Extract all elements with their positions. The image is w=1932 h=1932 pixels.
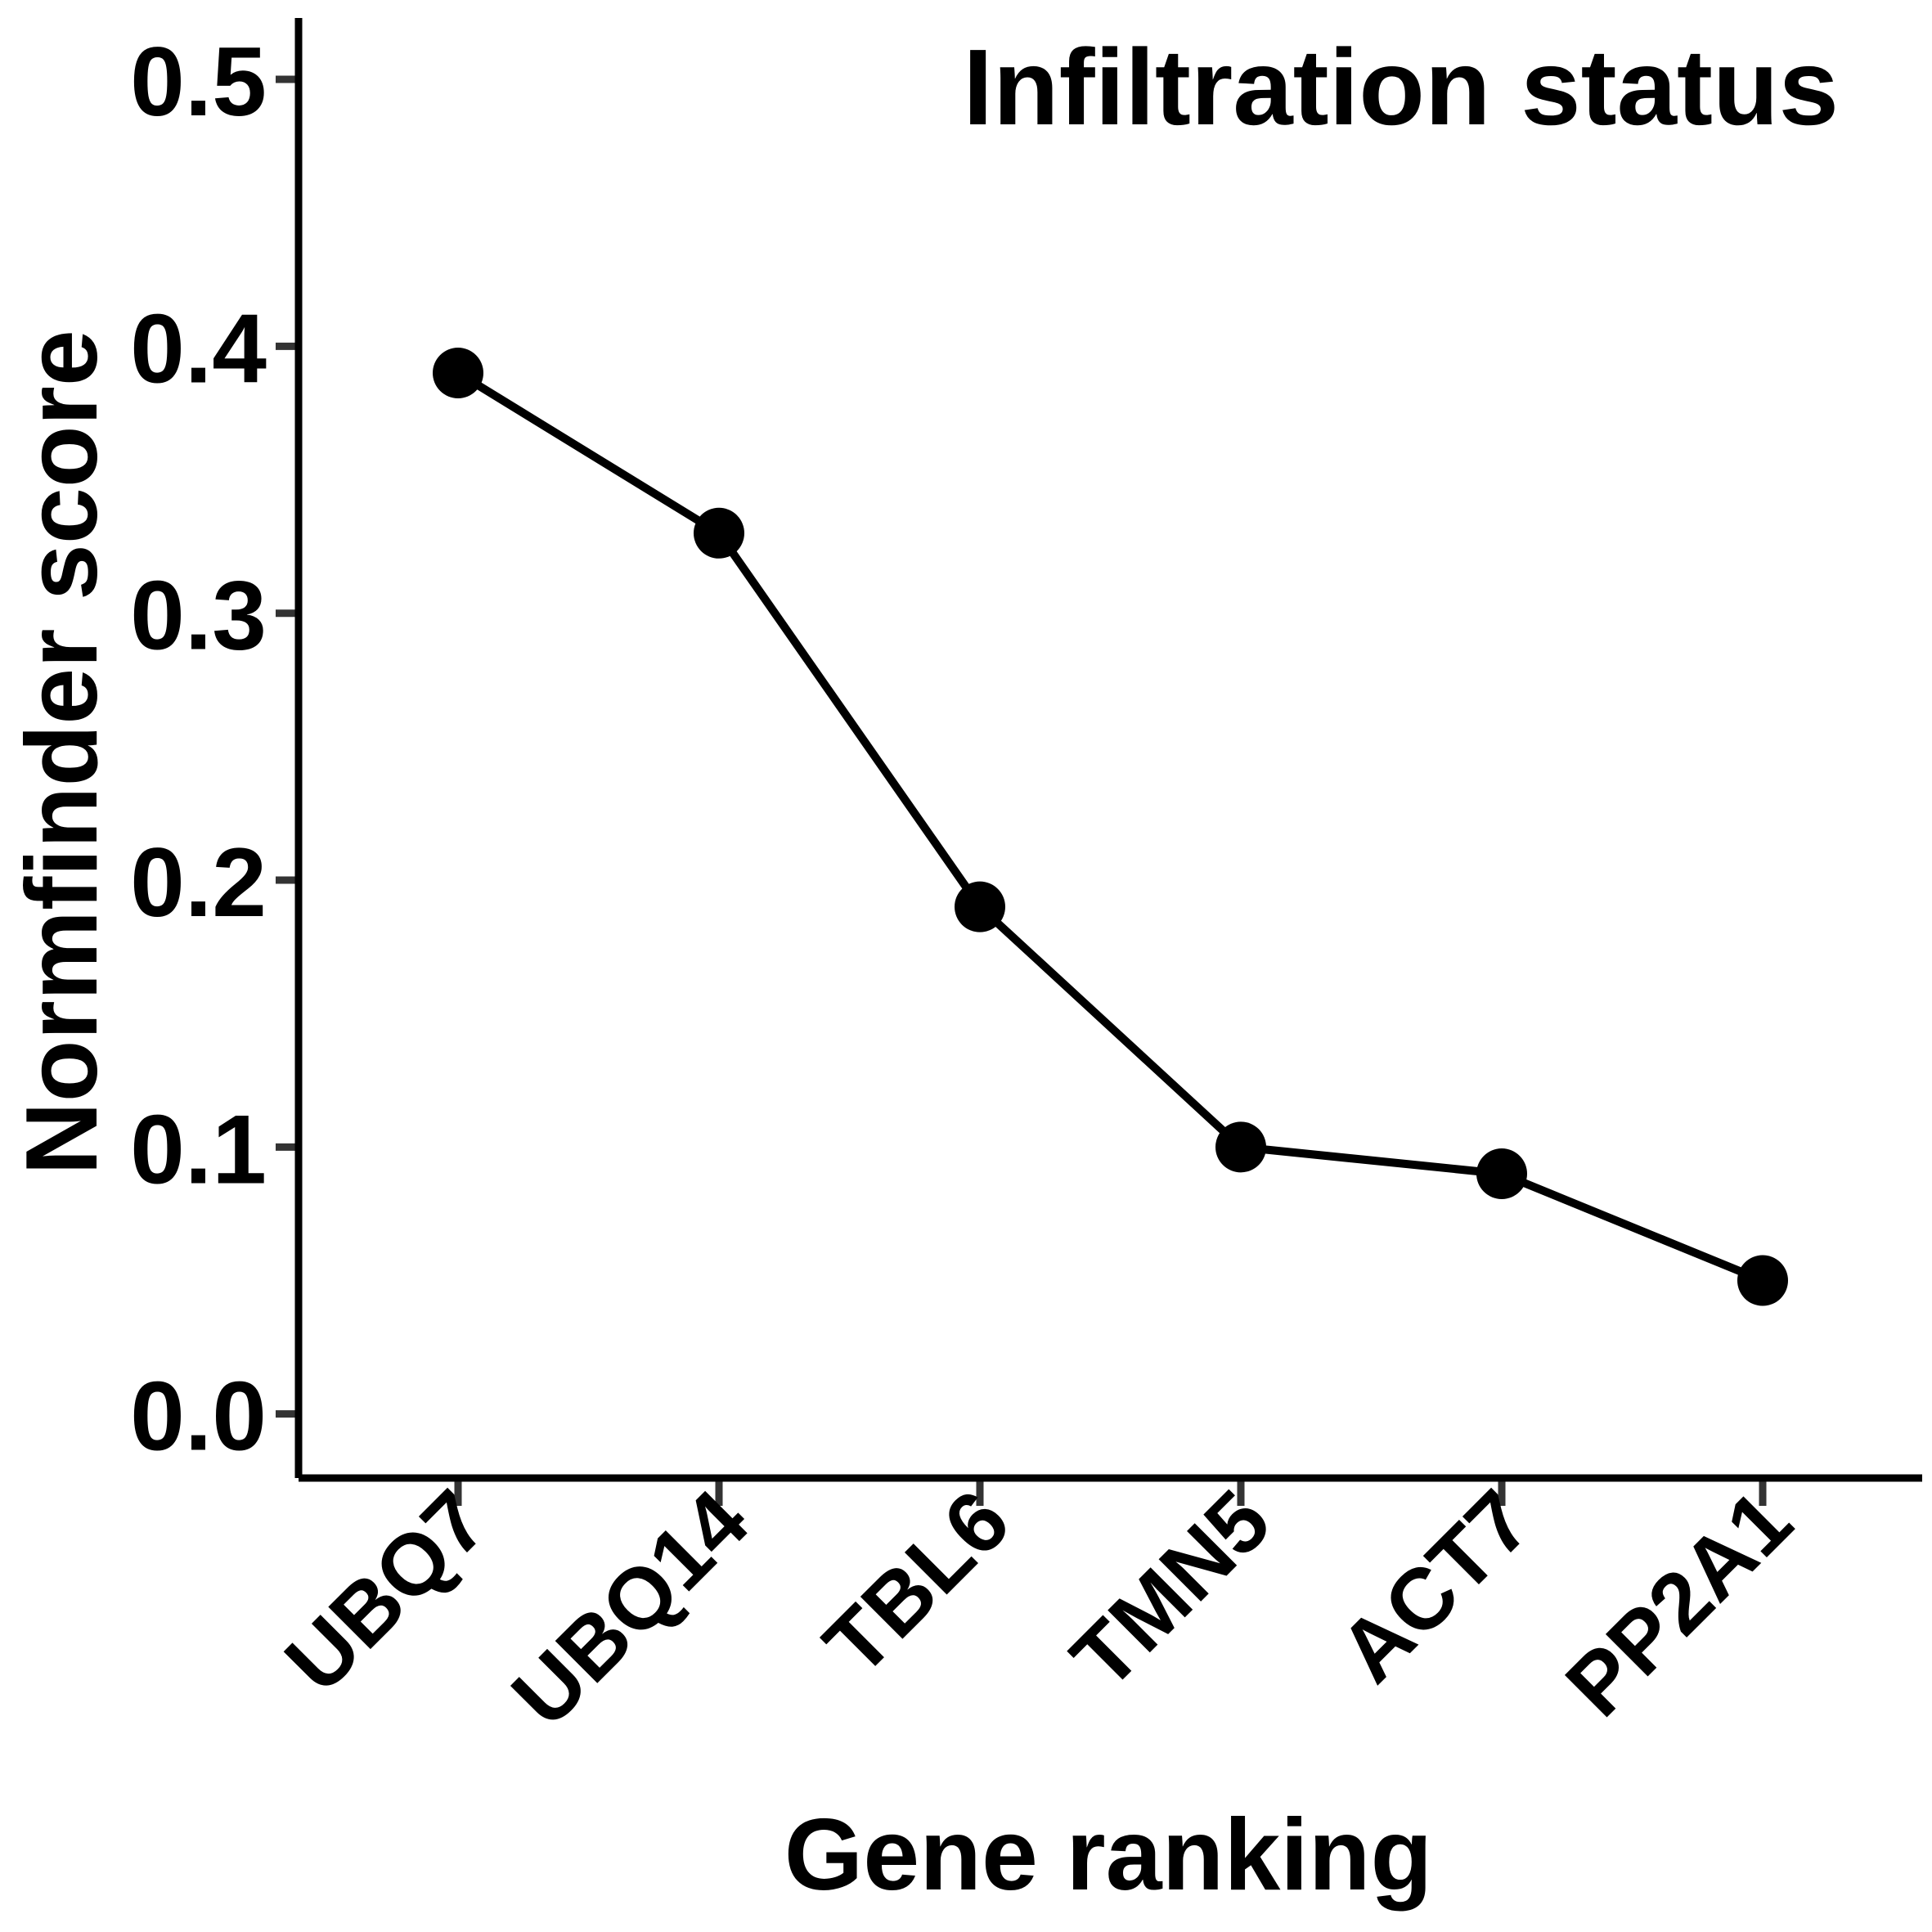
y-tick-label: 0.1 [130, 1094, 267, 1204]
data-point [955, 881, 1005, 932]
x-tick-label: UBQ7 [267, 1472, 506, 1711]
y-axis-label: Normfinder score [6, 330, 119, 1175]
data-point [1737, 1255, 1788, 1306]
x-tick-label: ACT7 [1321, 1472, 1549, 1701]
chart-title: Infiltration status [963, 27, 1839, 147]
y-tick-label: 0.0 [130, 1362, 267, 1471]
x-tick-label: UBQ14 [494, 1472, 766, 1745]
data-point [1215, 1121, 1266, 1173]
data-point [1476, 1148, 1527, 1199]
data-point [694, 507, 744, 559]
y-axis-ticks: 0.0 0.1 0.2 0.3 0.4 0.5 [130, 27, 299, 1471]
x-tick-label: TBL6 [806, 1472, 1027, 1694]
x-tick-label: PP2A1 [1548, 1472, 1810, 1735]
y-tick-label: 0.4 [130, 294, 267, 403]
x-tick-label: TMN5 [1054, 1472, 1288, 1707]
y-tick-label: 0.3 [130, 561, 267, 671]
data-point [433, 348, 483, 399]
x-axis-label: Gene ranking [784, 1799, 1432, 1912]
series-line [456, 369, 1764, 1285]
y-tick-label: 0.5 [130, 27, 267, 137]
y-tick-label: 0.2 [130, 828, 267, 937]
data-series [433, 348, 1788, 1306]
